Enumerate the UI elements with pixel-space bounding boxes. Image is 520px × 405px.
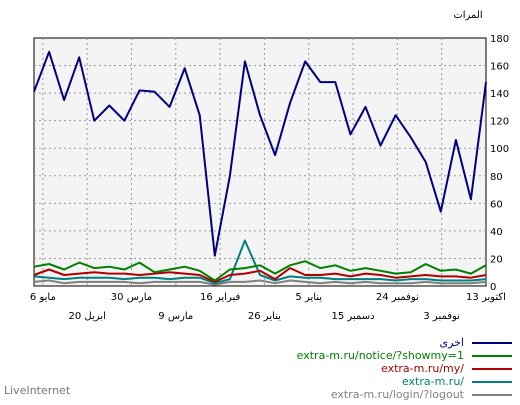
y-tick-label: 100 xyxy=(490,144,509,155)
y-tick-label: 120 xyxy=(490,117,509,128)
x-tick-label-top: 6 مايو xyxy=(30,292,56,303)
y-axis-label: المرات xyxy=(453,10,482,21)
x-tick-label-top: 13 اكتوبر xyxy=(466,292,506,303)
series-line xyxy=(33,260,487,282)
legend-item: extra-m.ru/login/?logout xyxy=(192,388,512,401)
x-tick-label-bottom: 26 يناير xyxy=(248,311,281,322)
x-tick-label-bottom: 20 ابريل xyxy=(69,311,106,322)
legend-label: extra-m.ru/notice/?showmy=1 xyxy=(296,349,464,362)
legend-label: اخرى xyxy=(439,336,464,349)
x-tick-label-top: 24 نوفمبر xyxy=(376,292,419,303)
series-line xyxy=(33,50,487,257)
legend-label: extra-m.ru/my/ xyxy=(381,362,464,375)
legend: اخرى extra-m.ru/notice/?showmy=1 extra-m… xyxy=(192,336,512,401)
y-tick-label: 0 xyxy=(490,282,496,293)
series-line xyxy=(33,279,487,286)
y-axis-ticks: 0 20 40 60 80 100 120 140 160 180 xyxy=(490,34,509,293)
grid xyxy=(34,38,486,286)
legend-item: extra-m.ru/ xyxy=(192,375,512,388)
y-tick-label: 160 xyxy=(490,62,509,73)
series-line xyxy=(33,267,487,283)
plot-area xyxy=(33,37,487,287)
series-line xyxy=(33,239,487,285)
y-tick-label: 60 xyxy=(490,199,503,210)
legend-item: اخرى xyxy=(192,336,512,349)
x-tick-label-top: 16 فبراير xyxy=(200,292,241,303)
y-tick-label: 40 xyxy=(490,227,503,238)
legend-swatch xyxy=(472,393,512,396)
x-tick-label-top: 5 يناير xyxy=(295,292,322,303)
legend-swatch xyxy=(472,367,512,370)
brand-label: LiveInternet xyxy=(4,384,71,397)
y-tick-label: 140 xyxy=(490,89,509,100)
legend-swatch xyxy=(472,341,512,344)
legend-swatch xyxy=(472,380,512,383)
series-lines xyxy=(33,50,487,286)
legend-label: extra-m.ru/login/?logout xyxy=(330,388,464,401)
y-tick-label: 180 xyxy=(490,34,509,45)
x-tick-label-top: 30 مارس xyxy=(111,292,152,303)
legend-label: extra-m.ru/ xyxy=(401,375,464,388)
y-tick-label: 80 xyxy=(490,172,503,183)
legend-item: extra-m.ru/notice/?showmy=1 xyxy=(192,349,512,362)
x-tick-label-bottom: 3 نوفمبر xyxy=(423,311,460,322)
legend-item: extra-m.ru/my/ xyxy=(192,362,512,375)
x-tick-label-bottom: 9 مارس xyxy=(158,311,193,322)
x-tick-label-bottom: 15 دسمبر xyxy=(332,311,375,322)
y-tick-label: 20 xyxy=(490,254,503,265)
legend-swatch xyxy=(472,354,512,357)
